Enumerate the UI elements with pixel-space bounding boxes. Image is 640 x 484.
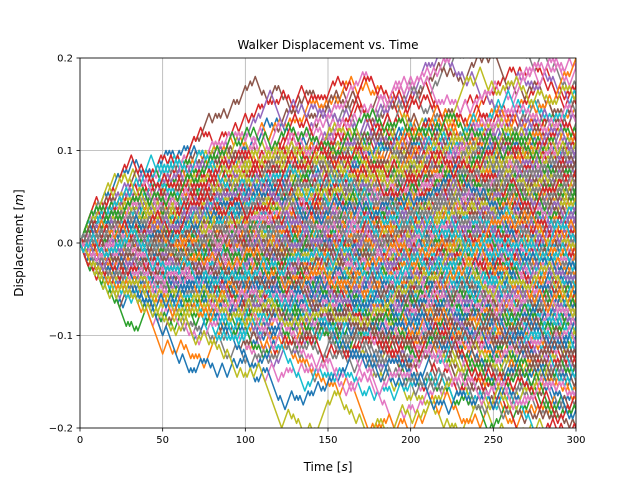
chart-title: Walker Displacement vs. Time bbox=[237, 38, 418, 52]
y-axis: −0.2 −0.1 0.0 0.1 0.2 bbox=[49, 54, 80, 435]
series-group bbox=[80, 58, 576, 428]
y-axis-label-text: Displacement bbox=[12, 214, 26, 297]
walker-series-line bbox=[80, 219, 576, 369]
x-tick-label: 0 bbox=[77, 435, 83, 446]
walker-series-line bbox=[80, 233, 576, 327]
x-tick-label: 50 bbox=[156, 435, 169, 446]
walker-series-line bbox=[80, 223, 576, 411]
x-axis-label: Time [s] bbox=[303, 460, 353, 474]
walker-series-line bbox=[80, 172, 576, 341]
x-axis-unit: s bbox=[341, 460, 347, 474]
walker-series-line bbox=[80, 219, 576, 290]
y-axis-unit: m bbox=[12, 194, 26, 206]
y-tick-label: 0.0 bbox=[57, 239, 73, 250]
x-axis: 0 50 100 150 200 250 300 bbox=[77, 428, 586, 446]
x-axis-label-text: Time bbox=[303, 460, 333, 474]
x-tick-label: 300 bbox=[566, 435, 585, 446]
x-tick-label: 150 bbox=[318, 435, 337, 446]
walker-series-line bbox=[80, 159, 576, 263]
y-axis-label: Displacement [m] bbox=[12, 189, 26, 296]
y-tick-label: 0.1 bbox=[57, 146, 73, 157]
x-tick-label: 100 bbox=[236, 435, 255, 446]
x-tick-label: 250 bbox=[484, 435, 503, 446]
walker-series-line bbox=[80, 108, 576, 244]
x-tick-label: 200 bbox=[401, 435, 420, 446]
y-tick-label: 0.2 bbox=[57, 54, 73, 65]
y-tick-label: −0.1 bbox=[49, 331, 73, 342]
y-tick-label: −0.2 bbox=[49, 424, 73, 435]
walker-series-line bbox=[80, 237, 576, 337]
